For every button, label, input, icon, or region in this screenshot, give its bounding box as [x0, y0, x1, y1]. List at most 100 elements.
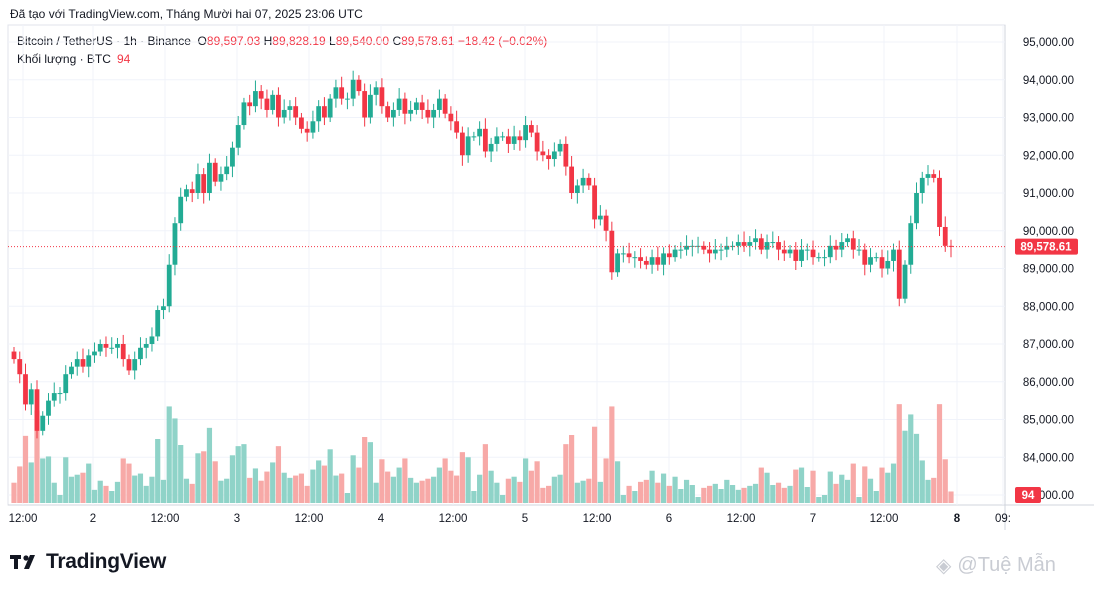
volume-bar: [706, 485, 713, 503]
candle: [649, 249, 655, 274]
candle: [891, 243, 896, 272]
candle-body: [333, 87, 339, 99]
candle: [132, 351, 138, 380]
candle-body: [908, 223, 914, 265]
volume-bar: [385, 471, 391, 503]
tradingview-brand[interactable]: TradingView: [10, 550, 166, 574]
candle-body: [28, 389, 34, 405]
candle-body: [477, 128, 483, 137]
candle: [810, 240, 816, 265]
candle: [902, 260, 908, 304]
candle: [868, 248, 873, 273]
candle-body: [586, 177, 592, 186]
candle: [230, 141, 235, 178]
volume-bar: [758, 467, 764, 503]
volume-bar: [34, 410, 40, 503]
candle: [718, 243, 724, 261]
candle: [316, 100, 322, 132]
candle: [540, 140, 546, 162]
volume-bar: [643, 479, 649, 503]
candle-body: [649, 257, 655, 265]
price-tick-label: 90,000.00: [1023, 226, 1074, 238]
volume-bar: [494, 482, 500, 503]
candle-body: [373, 87, 379, 95]
candle: [914, 182, 919, 230]
candle-body: [873, 257, 879, 259]
candle-body: [57, 393, 63, 395]
candle-body: [810, 249, 816, 258]
candle-body: [856, 249, 862, 251]
candle-body: [276, 94, 281, 118]
volume-bar: [781, 487, 787, 503]
candle-body: [643, 260, 649, 265]
candle-body: [879, 257, 885, 269]
candle: [942, 216, 948, 252]
candle: [500, 131, 506, 141]
volume-bar: [431, 476, 437, 503]
candle: [396, 88, 402, 116]
price-chart[interactable]: 95,000.00 94,000.00 93,000.00 92,000.00 91,0…: [0, 0, 1094, 545]
candle: [580, 168, 586, 193]
tradingview-wordmark: TradingView: [46, 550, 167, 573]
time-tick-label: 8: [954, 513, 961, 525]
candle: [477, 121, 483, 146]
volume-bar: [695, 497, 701, 503]
candle-body: [776, 242, 781, 250]
candle-body: [149, 336, 155, 344]
candle: [109, 337, 115, 354]
candle: [528, 120, 534, 138]
candle-body: [390, 109, 396, 118]
candle: [695, 236, 701, 254]
candle-body: [436, 98, 442, 110]
candle: [373, 81, 379, 106]
volume-bar: [287, 477, 293, 503]
candle: [632, 251, 638, 268]
candle-body: [718, 249, 724, 251]
candle: [833, 239, 839, 261]
candle-body: [120, 344, 126, 360]
candle: [850, 230, 856, 259]
candle: [597, 205, 603, 226]
volume-bar: [68, 476, 75, 503]
volume-bar: [11, 482, 17, 503]
candle: [724, 236, 730, 258]
candle-body: [896, 249, 902, 299]
volume-bar: [195, 453, 201, 503]
time-tick-label: 5: [522, 513, 528, 525]
candle: [281, 99, 287, 124]
volume-bar: [752, 483, 759, 503]
volume-bar: [45, 456, 52, 503]
candle: [488, 137, 494, 163]
candle: [218, 166, 224, 191]
candle-body: [730, 245, 735, 247]
volume-bar: [477, 474, 483, 503]
volume-bar: [40, 458, 46, 503]
volume-badge: [1015, 487, 1041, 503]
candle: [327, 94, 333, 123]
last-price-badge: [1015, 238, 1078, 255]
volume-bar: [482, 444, 488, 503]
volume-legend[interactable]: Khối lượng · BTC 94: [17, 52, 130, 66]
candle-body: [661, 253, 666, 265]
candle: [287, 100, 293, 121]
volume-bar: [540, 487, 546, 503]
candle-body: [230, 147, 235, 167]
volume-bar: [885, 472, 891, 503]
volume-bar: [517, 481, 523, 503]
candle: [310, 110, 316, 139]
candle-body: [793, 249, 799, 261]
last-price-label: 89,578.61: [1020, 242, 1072, 254]
candle: [689, 239, 695, 257]
candle: [569, 156, 575, 200]
volume-bar: [252, 468, 259, 503]
candle-body: [528, 125, 534, 133]
volume-bar: [569, 435, 575, 503]
candle: [189, 181, 195, 203]
candle: [195, 163, 201, 200]
volume-bar: [28, 462, 34, 503]
candle: [557, 139, 563, 157]
candle: [155, 305, 161, 341]
candle: [879, 249, 885, 278]
candle-body: [425, 109, 431, 118]
close-value: 89,578.61: [401, 34, 455, 48]
